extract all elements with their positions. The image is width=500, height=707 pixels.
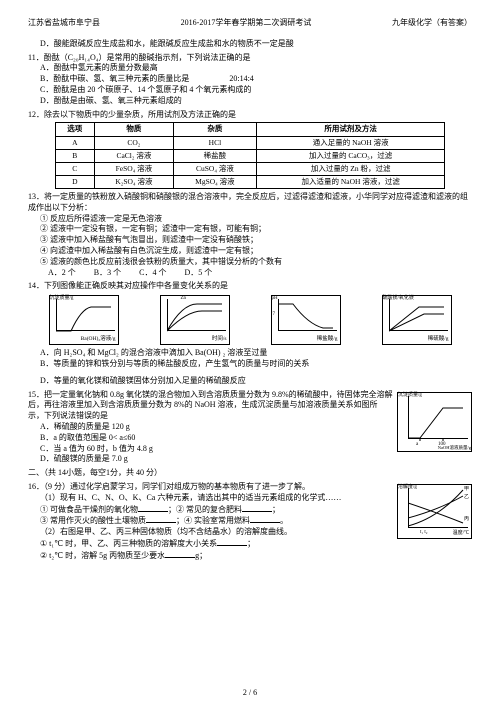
q11-b: B．酚酞中碳、氢、氧三种元素的质量比是20:14:4 bbox=[28, 74, 472, 85]
part2-header: 二、（共 14小题，每空1分，共 40 分） bbox=[28, 468, 472, 479]
q16-s6: ② t₂℃ 时，溶解 5g 丙物质至少要水g； bbox=[28, 550, 472, 562]
table-row: DK₂SO₄ 溶液MgSO₄ 溶液加入适量的 NaOH 溶液，过滤 bbox=[55, 175, 445, 188]
question-11: 11．酚酞（C₂₀H₁₄O₄）是常用的酸碱指示剂，下列说法正确的是 A．酚酞中氢… bbox=[28, 53, 472, 107]
question-12: 12．除去以下物质中的少量杂质，所用试剂及方法正确的是 选项物质杂质所用试剂及方… bbox=[28, 110, 472, 189]
q16-s5: ① t₁℃ 时，甲、乙、丙三种物质的溶解度大小关系； bbox=[28, 538, 472, 550]
chart-a: Ba(OH)₂溶液/g 沉淀质量/g bbox=[49, 295, 119, 345]
q13-i2: ② 滤液中一定没有银，一定有铜；滤渣中一定有银，可能有铜； bbox=[28, 224, 472, 235]
header-left: 江苏省盐城市阜宁县 bbox=[28, 18, 100, 29]
header-center: 2016-2017学年春学期第二次调研考试 bbox=[181, 18, 312, 29]
option-d-prev: D．酸能跟碱反应生成盐和水，能跟碱反应生成盐和水的物质不一定是酸 bbox=[28, 39, 472, 50]
q14-charts: Ba(OH)₂溶液/g 沉淀质量/g Zn 时间/s pH 7 稀盐酸/g 硫酸… bbox=[28, 295, 472, 345]
q15-d: D．硫酸镁的质量是 7.0 g bbox=[28, 454, 472, 465]
q15-chart: 沉淀质量/g a 100 NaOH溶液质量/g bbox=[397, 392, 472, 452]
question-14: 14．下列图像能正确反映其对应操作中各量变化关系的是 Ba(OH)₂溶液/g 沉… bbox=[28, 281, 472, 386]
table-row: ACO₂HCl通入足量的 NaOH 溶液 bbox=[55, 136, 445, 149]
q11-a: A．酚酞中氢元素的质量分数最高 bbox=[28, 63, 472, 74]
table-row: 选项物质杂质所用试剂及方法 bbox=[55, 123, 445, 136]
q14-d: D．等量的氧化镁和硫酸镁固体分别加入足量的稀硫酸反应 bbox=[28, 376, 472, 387]
table-row: BCaCl₂ 溶液稀盐酸加入过量的 CaCO₃，过滤 bbox=[55, 149, 445, 162]
q14-stem: 14．下列图像能正确反映其对应操作中各量变化关系的是 bbox=[28, 281, 472, 292]
question-13: 13．将一定质量的铁粉放入硝酸铜和硝酸银的混合溶液中，完全反应后，过滤得滤渣和滤… bbox=[28, 192, 472, 278]
q12-table: 选项物质杂质所用试剂及方法 ACO₂HCl通入足量的 NaOH 溶液 BCaCl… bbox=[55, 122, 446, 189]
q11-c: C．酚酞是由 20 个碳原子、14 个氢原子和 4 个氧元素构成的 bbox=[28, 85, 472, 96]
q14-b: B．等质量的锌和铁分别与等质的稀盐酸反应，产生氢气的质量与时间的关系 bbox=[28, 359, 472, 370]
q14-a: A．向 H₂SO₄ 和 MgCl₂ 的混合溶液中滴加入 Ba(OH) ₂ 溶液至… bbox=[28, 348, 472, 359]
header-right: 九年级化学（有答案） bbox=[392, 18, 472, 29]
q13-stem: 13．将一定质量的铁粉放入硝酸铜和硝酸银的混合溶液中，完全反应后，过滤得滤渣和滤… bbox=[28, 192, 472, 214]
question-15: 沉淀质量/g a 100 NaOH溶液质量/g 15．把一定量氧化钠和 0.8g… bbox=[28, 390, 472, 466]
q11-d: D．酚酞是由碳、氢、氧三种元素组成的 bbox=[28, 96, 472, 107]
chart-d: 硫酸镁/氧化镁 稀硫酸/g bbox=[382, 295, 452, 345]
q13-i4: ④ 向滤渣中加入稀盐酸有白色沉淀生成，则滤渣中一定有银； bbox=[28, 246, 472, 257]
q16-chart: 甲 乙 丙 溶解度/g 温度/℃ t₁ t₂ bbox=[397, 484, 472, 539]
q13-i1: ① 反应后所得滤液一定是无色溶液 bbox=[28, 214, 472, 225]
chart-b: Zn 时间/s bbox=[160, 295, 230, 345]
q12-stem: 12．除去以下物质中的少量杂质，所用试剂及方法正确的是 bbox=[28, 110, 472, 121]
question-16: 甲 乙 丙 溶解度/g 温度/℃ t₁ t₂ 16．（9 分）通过化学启蒙学习，… bbox=[28, 482, 472, 562]
page-header: 江苏省盐城市阜宁县 2016-2017学年春学期第二次调研考试 九年级化学（有答… bbox=[28, 18, 472, 29]
table-row: CFeSO₄ 溶液CuSO₄ 溶液加入过量的 Zn 粉，过滤 bbox=[55, 162, 445, 175]
q13-choices: A．2 个 B．3 个 C．4 个 D．5 个 bbox=[28, 268, 472, 279]
chart-c: pH 7 稀盐酸/g bbox=[271, 295, 341, 345]
q11-stem: 11．酚酞（C₂₀H₁₄O₄）是常用的酸碱指示剂，下列说法正确的是 bbox=[28, 53, 472, 64]
page-footer: 2 / 6 bbox=[0, 688, 500, 699]
q13-i3: ③ 滤液中加入稀盐酸有气泡冒出，则滤渣中一定没有硝酸铁； bbox=[28, 235, 472, 246]
q13-i5: ⑤ 滤液的颜色比反应前浅很会铁粉的质量大，其中错误分析的个数有 bbox=[28, 257, 472, 268]
